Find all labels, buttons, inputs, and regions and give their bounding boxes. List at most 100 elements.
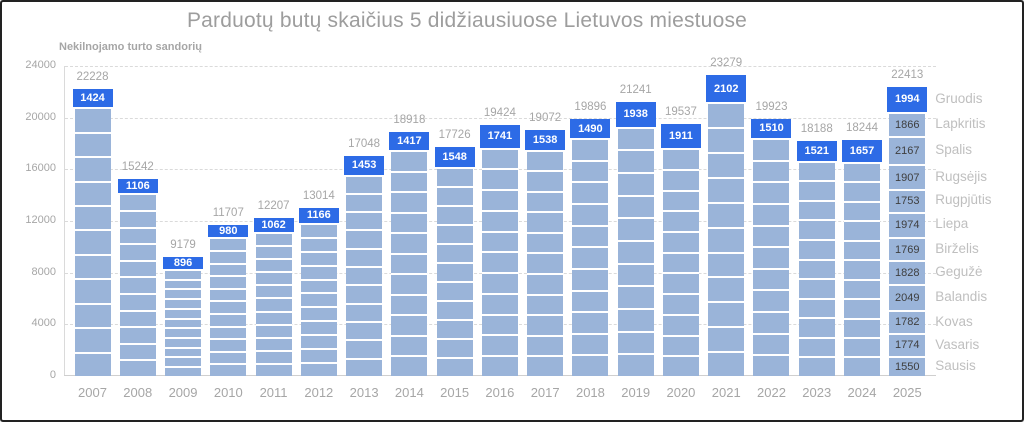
bar-segment[interactable] bbox=[346, 284, 383, 303]
bar-segment[interactable] bbox=[708, 152, 745, 178]
bar-segment[interactable] bbox=[210, 275, 247, 288]
bar-segment[interactable] bbox=[300, 222, 337, 237]
bar-segment[interactable] bbox=[210, 338, 247, 351]
bar-segment[interactable] bbox=[255, 245, 292, 259]
bar-segment[interactable] bbox=[617, 307, 654, 331]
bar-segment[interactable] bbox=[74, 302, 111, 328]
bar-segment[interactable] bbox=[391, 211, 428, 233]
bar-segment[interactable]: 2049 bbox=[889, 283, 926, 310]
highlight-segment[interactable]: 1106 bbox=[117, 179, 158, 194]
bar-segment[interactable] bbox=[662, 231, 699, 252]
bar-segment[interactable]: 1782 bbox=[889, 309, 926, 333]
bar-segment[interactable] bbox=[210, 325, 247, 339]
highlight-segment[interactable]: 1657 bbox=[842, 140, 883, 162]
bar-segment[interactable] bbox=[527, 314, 564, 335]
bar-segment[interactable] bbox=[119, 210, 156, 227]
bar-segment[interactable] bbox=[346, 174, 383, 193]
bar-segment[interactable] bbox=[436, 242, 473, 262]
bar-segment[interactable] bbox=[753, 159, 790, 182]
bar-segment[interactable] bbox=[844, 278, 881, 299]
bar-segment[interactable] bbox=[708, 226, 745, 252]
bar-segment[interactable] bbox=[527, 170, 564, 191]
bar-segment[interactable] bbox=[527, 334, 564, 356]
bar-segment[interactable] bbox=[708, 102, 745, 128]
bar-segment[interactable] bbox=[527, 149, 564, 171]
bar-segment[interactable] bbox=[527, 211, 564, 232]
bar-segment[interactable] bbox=[481, 334, 518, 356]
bar-segment[interactable] bbox=[481, 189, 518, 210]
bar-segment[interactable] bbox=[74, 204, 111, 230]
bar-segment[interactable] bbox=[391, 293, 428, 315]
bar-segment[interactable] bbox=[391, 170, 428, 192]
bar-segment[interactable] bbox=[844, 356, 881, 376]
bar-segment[interactable] bbox=[708, 201, 745, 227]
bar-segment[interactable] bbox=[617, 217, 654, 240]
bar-segment[interactable]: 1753 bbox=[889, 188, 926, 212]
bar-segment[interactable] bbox=[119, 309, 156, 327]
bar-2010[interactable]: 980 bbox=[208, 224, 249, 376]
bar-segment[interactable] bbox=[798, 238, 835, 259]
bar-segment[interactable] bbox=[210, 250, 247, 263]
bar-segment[interactable] bbox=[753, 354, 790, 376]
bar-segment[interactable] bbox=[119, 326, 156, 343]
bar-segment[interactable] bbox=[436, 299, 473, 319]
highlight-segment[interactable]: 1938 bbox=[615, 101, 656, 127]
bar-segment[interactable] bbox=[255, 336, 292, 350]
bar-segment[interactable] bbox=[753, 267, 790, 290]
bar-segment[interactable] bbox=[753, 289, 790, 312]
bar-segment[interactable]: 1974 bbox=[889, 211, 926, 238]
bar-segment[interactable] bbox=[165, 337, 202, 347]
bar-segment[interactable] bbox=[391, 314, 428, 335]
highlight-segment[interactable]: 1453 bbox=[344, 155, 385, 175]
bar-segment[interactable] bbox=[255, 284, 292, 298]
bar-segment[interactable] bbox=[74, 253, 111, 279]
bar-2016[interactable]: 1741 bbox=[479, 125, 520, 376]
bar-segment[interactable] bbox=[798, 278, 835, 298]
highlight-segment[interactable]: 1911 bbox=[660, 123, 701, 149]
bar-segment[interactable] bbox=[119, 226, 156, 244]
bar-segment[interactable] bbox=[74, 351, 111, 376]
bar-segment[interactable] bbox=[74, 278, 111, 303]
highlight-segment[interactable]: 1994 bbox=[887, 86, 928, 113]
bar-segment[interactable] bbox=[798, 317, 835, 337]
bar-segment[interactable] bbox=[300, 320, 337, 335]
bar-segment[interactable] bbox=[119, 359, 156, 376]
bar-segment[interactable] bbox=[753, 181, 790, 203]
bar-segment[interactable] bbox=[844, 161, 881, 182]
bar-segment[interactable]: 1866 bbox=[889, 112, 926, 137]
bar-segment[interactable] bbox=[798, 199, 835, 220]
bar-2024[interactable]: 1657 bbox=[842, 140, 883, 376]
bar-segment[interactable] bbox=[844, 200, 881, 221]
bar-segment[interactable]: 1907 bbox=[889, 164, 926, 189]
bar-segment[interactable] bbox=[300, 348, 337, 363]
bar-segment[interactable] bbox=[300, 292, 337, 307]
bar-2025[interactable]: 1994 Gruodis 1866 Lapkritis 2167 Spalis 1907 Ru… bbox=[887, 86, 992, 377]
bar-segment[interactable] bbox=[798, 356, 835, 376]
bar-segment[interactable] bbox=[436, 205, 473, 224]
bar-segment[interactable] bbox=[572, 246, 609, 268]
bar-segment[interactable] bbox=[210, 350, 247, 364]
bar-segment[interactable] bbox=[436, 356, 473, 376]
bar-2014[interactable]: 1417 bbox=[389, 131, 430, 376]
highlight-segment[interactable]: 896 bbox=[163, 257, 204, 269]
highlight-segment[interactable]: 1548 bbox=[434, 147, 475, 168]
bar-segment[interactable] bbox=[572, 138, 609, 160]
bar-segment[interactable] bbox=[346, 229, 383, 248]
bar-segment[interactable] bbox=[346, 211, 383, 230]
bar-2018[interactable]: 1490 bbox=[570, 119, 611, 376]
bar-segment[interactable] bbox=[210, 287, 247, 301]
bar-segment[interactable] bbox=[300, 236, 337, 251]
bar-segment[interactable] bbox=[210, 363, 247, 376]
bar-segment[interactable] bbox=[210, 313, 247, 326]
bar-segment[interactable] bbox=[481, 251, 518, 273]
bar-2007[interactable]: 1424 bbox=[72, 88, 113, 376]
bar-segment[interactable] bbox=[300, 264, 337, 279]
bar-segment[interactable] bbox=[300, 306, 337, 321]
bar-segment[interactable] bbox=[708, 326, 745, 352]
bar-segment[interactable] bbox=[617, 239, 654, 263]
bar-segment[interactable] bbox=[572, 289, 609, 312]
bar-segment[interactable] bbox=[572, 267, 609, 290]
bar-segment[interactable] bbox=[572, 224, 609, 247]
bar-segment[interactable] bbox=[255, 232, 292, 246]
bar-segment[interactable] bbox=[481, 272, 518, 293]
